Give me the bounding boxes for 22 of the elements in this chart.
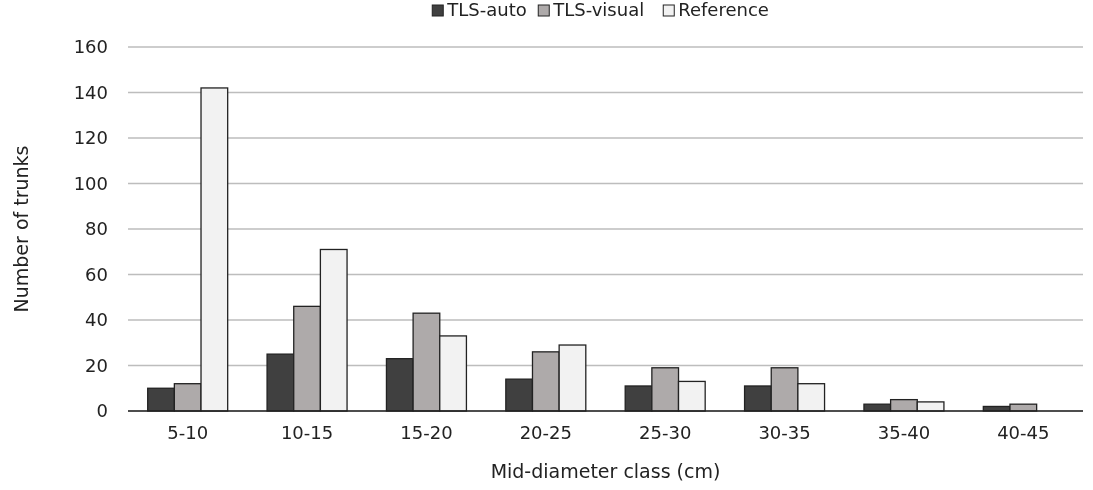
x-tick-label: 30-35 [758, 422, 811, 443]
legend-label: Reference [678, 0, 769, 20]
y-tick-label: 100 [73, 172, 108, 194]
y-tick-label: 20 [85, 354, 108, 376]
y-tick-label: 60 [85, 263, 108, 285]
y-tick-label: 140 [73, 81, 108, 103]
y-axis-title: Number of trunks [10, 145, 32, 313]
y-tick-label: 80 [85, 218, 108, 240]
x-tick-label: 25-30 [639, 422, 692, 443]
x-axis-title: Mid-diameter class (cm) [490, 460, 721, 482]
x-tick-label: 20-25 [519, 422, 572, 443]
y-tick-label: 40 [85, 309, 108, 331]
x-tick-label: 40-45 [997, 422, 1050, 443]
y-tick-label: 160 [73, 36, 108, 58]
y-tick-label: 120 [73, 127, 108, 149]
x-tick-label: 10-15 [280, 422, 334, 443]
x-tick-label: 5-10 [167, 422, 209, 443]
legend-label: TLS-visual [552, 0, 645, 20]
legend-label: TLS-auto [446, 0, 527, 20]
x-tick-label: 15-20 [400, 422, 453, 443]
x-tick-label: 35-40 [877, 422, 931, 443]
y-tick-label: 0 [96, 400, 108, 422]
